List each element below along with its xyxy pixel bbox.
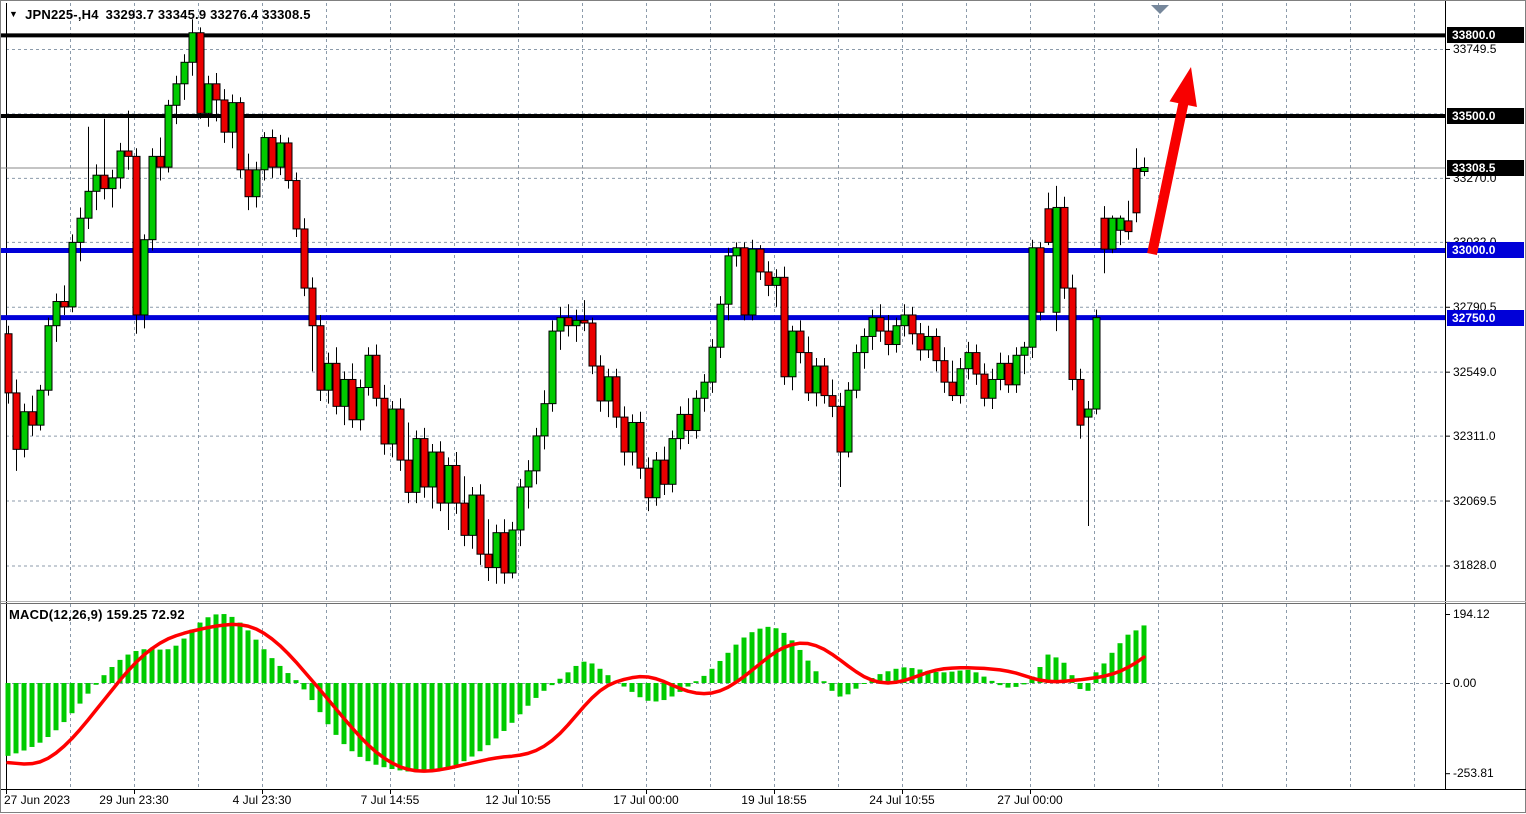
panel-borders bbox=[1, 1, 1526, 790]
candlesticks bbox=[4, 19, 1149, 584]
autoscroll-shift-marker-icon[interactable] bbox=[1151, 5, 1169, 14]
support-resistance-lines[interactable] bbox=[1, 33, 1445, 321]
macd-signal-line bbox=[6, 622, 1146, 773]
axis-tick-marks bbox=[6, 48, 1450, 794]
macd-histogram bbox=[5, 614, 1147, 773]
trend-arrow-annotation[interactable] bbox=[1147, 67, 1197, 256]
